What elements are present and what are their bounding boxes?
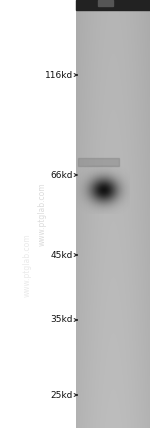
Text: 25kd: 25kd — [51, 390, 73, 399]
Text: 66kd: 66kd — [51, 170, 73, 179]
Text: 116kd: 116kd — [45, 71, 73, 80]
Text: www.ptglab.com: www.ptglab.com — [22, 234, 32, 297]
Bar — [78, 158, 119, 166]
Bar — [76, 0, 150, 10]
Text: www.ptglab.com: www.ptglab.com — [38, 182, 46, 246]
Text: 45kd: 45kd — [51, 250, 73, 259]
Text: 35kd: 35kd — [51, 315, 73, 324]
Bar — [98, 0, 113, 6]
